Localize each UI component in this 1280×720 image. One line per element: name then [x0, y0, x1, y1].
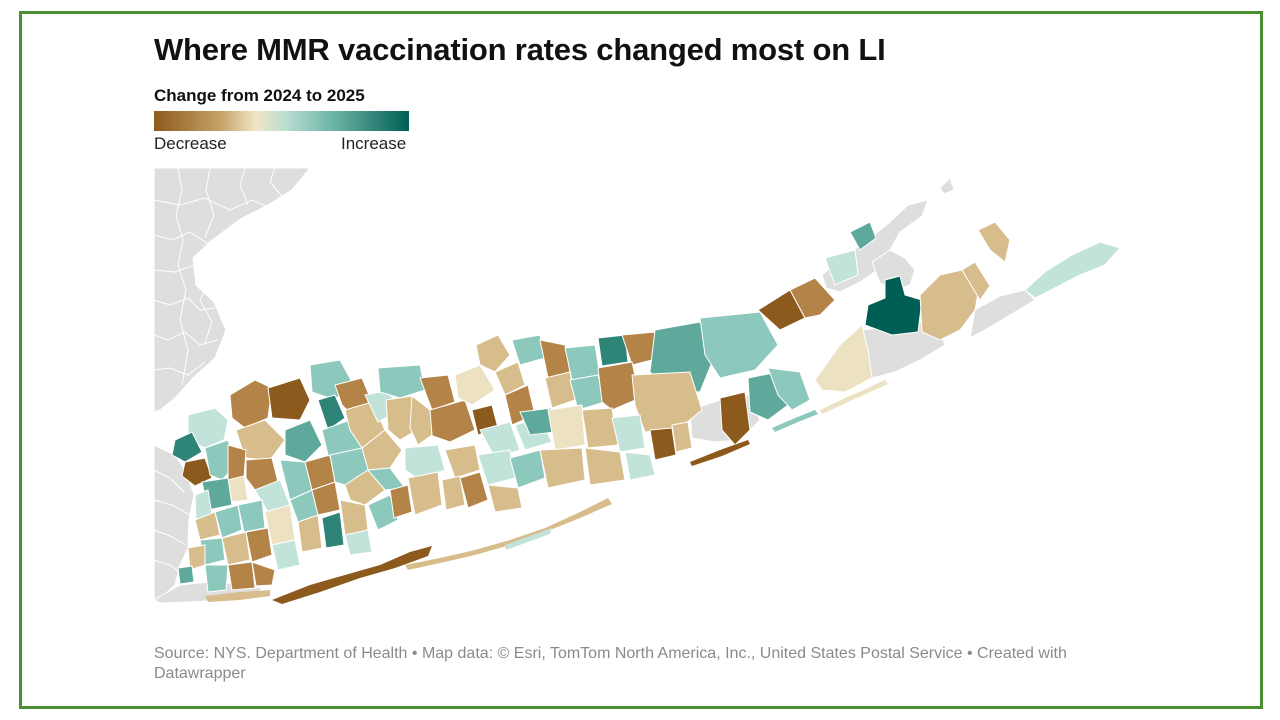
district-region — [441, 475, 466, 511]
district-region — [494, 361, 526, 396]
district-region — [245, 527, 273, 563]
district-region — [624, 451, 656, 481]
district-region — [177, 565, 195, 585]
district-region — [699, 311, 779, 379]
legend-title: Change from 2024 to 2025 — [154, 86, 365, 105]
district-region — [407, 471, 443, 516]
barrier-beach-nassau — [205, 590, 270, 602]
district-region — [547, 404, 586, 451]
district-region — [597, 334, 629, 367]
legend-low-label: Decrease — [154, 134, 227, 153]
district-region — [321, 511, 345, 549]
district-region — [367, 494, 399, 531]
district-region — [544, 371, 576, 409]
district-region — [611, 414, 646, 453]
district-region — [251, 561, 276, 587]
district-region — [229, 379, 273, 429]
district-region — [849, 221, 877, 251]
district-region — [767, 367, 811, 411]
district-region — [477, 449, 516, 486]
district-region — [824, 249, 859, 286]
district-region — [475, 334, 511, 373]
legend-color-ramp — [154, 111, 409, 131]
district-region — [454, 364, 496, 406]
district-region — [171, 431, 203, 463]
legend-high-label: Increase — [341, 134, 407, 153]
district-region — [317, 394, 346, 431]
district-region — [977, 221, 1011, 263]
district-region — [649, 427, 677, 461]
district-region — [584, 447, 626, 486]
district-region — [221, 531, 251, 566]
district-region — [864, 275, 923, 336]
district-region — [344, 529, 373, 556]
barrier-beach-east — [690, 440, 750, 466]
nyc-mainland-region — [153, 167, 312, 413]
montauk-no-data — [969, 289, 1036, 339]
district-region — [671, 421, 693, 453]
district-region — [409, 395, 433, 446]
district-region — [539, 447, 586, 489]
barrier-beach-west — [272, 546, 432, 604]
district-region — [479, 421, 521, 459]
nyc-borough-lines — [154, 168, 283, 386]
district-region — [214, 504, 243, 539]
district-region — [419, 374, 456, 411]
district-region — [459, 471, 489, 509]
district-region — [719, 391, 751, 446]
district-region — [789, 277, 836, 319]
district-region — [389, 484, 413, 519]
district-region — [377, 364, 426, 399]
district-region — [237, 499, 266, 533]
district-region — [194, 511, 221, 541]
barrier-beach-hamptons — [820, 380, 888, 414]
district-region — [539, 339, 571, 379]
district-region — [961, 261, 991, 301]
district-region — [919, 269, 981, 341]
north-fork-tip — [939, 177, 955, 195]
barrier-beach-far-east — [772, 410, 818, 432]
chart-title: Where MMR vaccination rates changed most… — [154, 32, 886, 67]
district-region — [509, 449, 546, 489]
source-note: Source: NYS. Department of Health • Map … — [154, 645, 1067, 682]
district-region — [1024, 241, 1121, 299]
district-region — [187, 544, 206, 571]
district-region — [597, 361, 641, 411]
shelter-island-area — [871, 249, 916, 291]
district-region — [444, 444, 481, 479]
district-region — [311, 481, 341, 516]
district-region — [581, 407, 619, 449]
barrier-beach-inlet — [505, 528, 552, 550]
district-region — [814, 324, 873, 393]
barrier-beach-central — [405, 498, 612, 570]
district-region — [204, 564, 229, 593]
district-region — [339, 499, 369, 536]
district-region — [271, 539, 301, 571]
district-region — [227, 561, 256, 591]
district-region — [267, 377, 311, 421]
district-region — [297, 514, 323, 553]
district-region — [511, 334, 546, 366]
district-region — [284, 419, 323, 463]
district-region — [487, 484, 523, 513]
